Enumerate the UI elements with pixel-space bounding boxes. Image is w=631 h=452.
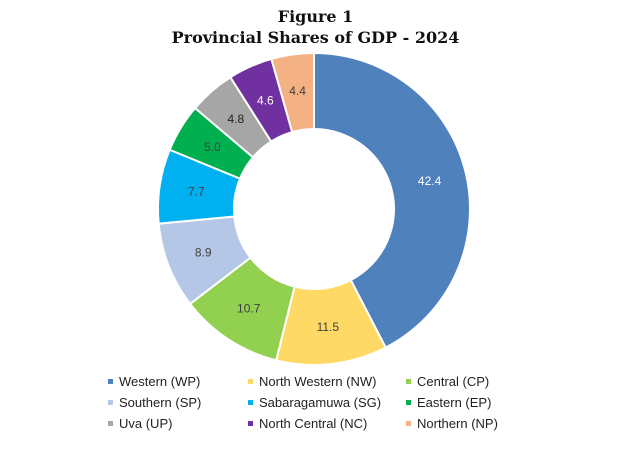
legend-swatch <box>248 399 253 405</box>
legend-item-north-central-nc[interactable]: North Central (NC) <box>248 414 406 432</box>
slices <box>157 51 471 366</box>
figure-number: Figure 1 <box>277 7 354 26</box>
legend-item-eastern-ep[interactable]: Eastern (EP) <box>406 393 546 411</box>
chart-title: Figure 1 Provincial Shares of GDP - 2024 <box>0 6 631 48</box>
data-label-sabaragamuwa-sg: 7.7 <box>188 185 205 199</box>
legend-item-western-wp[interactable]: Western (WP) <box>108 372 248 390</box>
legend-item-uva-up[interactable]: Uva (UP) <box>108 414 248 432</box>
legend-swatch <box>108 420 113 426</box>
legend-item-southern-sp[interactable]: Southern (SP) <box>108 393 248 411</box>
legend-label: Eastern (EP) <box>417 394 492 410</box>
legend-label: Western (WP) <box>119 373 201 389</box>
legend-label: North Central (NC) <box>259 415 368 431</box>
data-labels: 42.4 11.5 10.7 8.9 7.7 5.0 4.8 4.6 4.4 <box>188 84 442 334</box>
data-label-northern-np: 4.4 <box>289 84 306 98</box>
legend-item-north-western-nw[interactable]: North Western (NW) <box>248 372 406 390</box>
legend-label: Southern (SP) <box>119 394 202 410</box>
data-label-southern-sp: 8.9 <box>195 246 212 260</box>
legend-swatch <box>248 378 253 384</box>
legend-swatch <box>406 420 411 426</box>
legend-item-northern-np[interactable]: Northern (NP) <box>406 414 546 432</box>
legend-item-sabaragamuwa-sg[interactable]: Sabaragamuwa (SG) <box>248 393 406 411</box>
legend-swatch <box>406 378 411 384</box>
legend-swatch <box>406 399 411 405</box>
legend-swatch <box>108 399 113 405</box>
legend-label: Central (CP) <box>417 373 490 389</box>
legend-label: Uva (UP) <box>119 415 173 431</box>
legend-item-central-cp[interactable]: Central (CP) <box>406 372 546 390</box>
data-label-uva-up: 4.8 <box>228 112 245 126</box>
legend-swatch <box>108 378 113 384</box>
legend: Western (WP) North Western (NW) Central (C… <box>108 372 608 432</box>
slice-western-wp[interactable] <box>313 51 471 349</box>
legend-label: North Western (NW) <box>259 373 377 389</box>
donut-chart: 42.4 11.5 10.7 8.9 7.7 5.0 4.8 4.6 4.4 <box>157 51 471 366</box>
data-label-western-wp: 42.4 <box>418 174 442 188</box>
data-label-north-central-nc: 4.6 <box>257 93 274 107</box>
data-label-eastern-ep: 5.0 <box>204 140 221 154</box>
legend-label: Northern (NP) <box>417 415 498 431</box>
legend-swatch <box>248 420 253 426</box>
data-label-north-western-nw: 11.5 <box>317 320 340 334</box>
slice-northern-np[interactable] <box>270 51 315 134</box>
legend-label: Sabaragamuwa (SG) <box>259 394 382 410</box>
chart-subtitle: Provincial Shares of GDP - 2024 <box>171 28 460 47</box>
data-label-central-cp: 10.7 <box>237 302 261 316</box>
